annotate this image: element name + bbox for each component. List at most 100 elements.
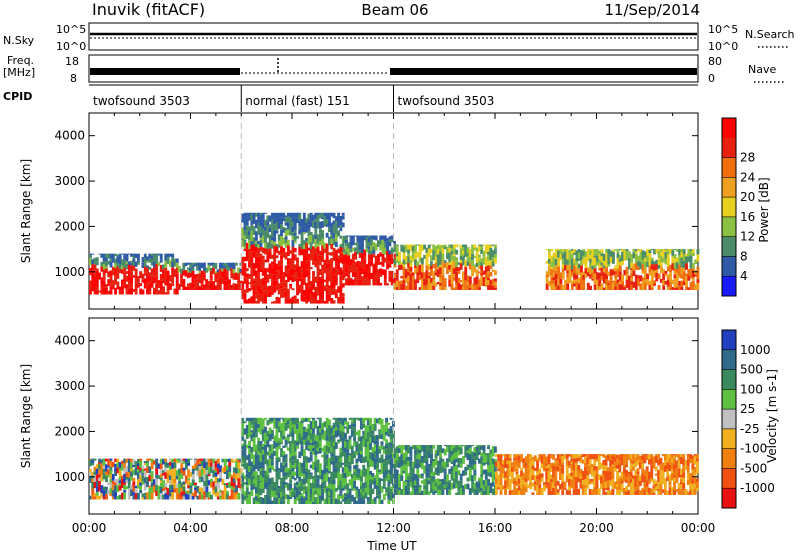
scatter-cell bbox=[110, 290, 113, 295]
colorbar-swatch bbox=[722, 217, 736, 237]
scatter-cell bbox=[342, 297, 345, 304]
scatter-cell bbox=[381, 441, 384, 445]
scatter-cell bbox=[441, 272, 444, 275]
scatter-cell bbox=[210, 278, 213, 280]
scatter-cell bbox=[376, 454, 379, 457]
scatter-cell bbox=[271, 293, 274, 295]
scatter-cell bbox=[135, 488, 138, 493]
scatter-cell bbox=[287, 240, 290, 243]
scatter-cell bbox=[362, 499, 365, 504]
scatter-cell bbox=[487, 445, 490, 447]
scatter-cell bbox=[598, 456, 601, 462]
scatter-cell bbox=[319, 463, 322, 467]
scatter-cell bbox=[494, 285, 497, 287]
scatter-cell bbox=[244, 421, 247, 423]
scatter-cell bbox=[312, 271, 315, 277]
scatter-cell bbox=[421, 269, 424, 272]
scatter-cell bbox=[214, 263, 217, 269]
scatter-cell bbox=[446, 474, 449, 481]
scatter-cell bbox=[692, 249, 695, 253]
scatter-cell bbox=[119, 255, 122, 259]
scatter-cell bbox=[103, 276, 106, 281]
scatter-cell bbox=[280, 442, 283, 444]
scatter-cell bbox=[595, 484, 598, 489]
scatter-cell bbox=[586, 487, 589, 489]
scatter-cell bbox=[264, 301, 267, 303]
scatter-cell bbox=[289, 497, 292, 499]
scatter-cell bbox=[483, 445, 486, 450]
scatter-cell bbox=[376, 440, 379, 444]
scatter-cell bbox=[419, 255, 422, 258]
scatter-cell bbox=[478, 255, 481, 258]
colorbar-swatch bbox=[722, 177, 736, 197]
scatter-cell bbox=[96, 284, 99, 287]
scatter-cell bbox=[273, 237, 276, 242]
scatter-cell bbox=[262, 489, 265, 493]
scatter-cell bbox=[384, 278, 387, 280]
scatter-cell bbox=[665, 271, 668, 274]
scatter-cell bbox=[455, 250, 458, 255]
scatter-cell bbox=[110, 467, 113, 470]
scatter-cell bbox=[192, 474, 195, 479]
scatter-cell bbox=[171, 254, 174, 258]
scatter-cell bbox=[421, 476, 424, 478]
scatter-cell bbox=[355, 463, 358, 465]
scatter-cell bbox=[342, 243, 345, 248]
colorbar-tick-label: 28 bbox=[740, 151, 755, 165]
nsearch-tick-bottom: 10^0 bbox=[708, 40, 738, 53]
scatter-cell bbox=[276, 231, 279, 233]
scatter-cell bbox=[441, 254, 444, 261]
scatter-cell bbox=[132, 478, 135, 482]
scatter-cell bbox=[494, 245, 497, 249]
colorbar-swatch bbox=[722, 237, 736, 257]
freq-band-left bbox=[90, 68, 240, 75]
scatter-cell bbox=[160, 464, 163, 469]
scatter-cell bbox=[210, 495, 213, 500]
scatter-cell bbox=[135, 269, 138, 275]
scatter-cell bbox=[584, 488, 587, 495]
scatter-cell bbox=[494, 282, 497, 286]
scatter-cell bbox=[516, 472, 519, 474]
scatter-cell bbox=[287, 295, 290, 299]
scatter-cell bbox=[487, 447, 490, 449]
scatter-cell bbox=[696, 273, 699, 279]
scatter-cell bbox=[641, 464, 644, 469]
scatter-cell bbox=[280, 260, 283, 266]
scatter-cell bbox=[582, 280, 585, 286]
scatter-cell bbox=[621, 484, 624, 487]
scatter-cell bbox=[494, 446, 497, 452]
scatter-cell bbox=[368, 266, 371, 273]
scatter-cell bbox=[205, 487, 208, 493]
scatter-cell bbox=[430, 448, 433, 454]
nsky-tick-top: 10^5 bbox=[56, 23, 86, 36]
scatter-cell bbox=[664, 483, 667, 490]
scatter-cell bbox=[144, 254, 147, 255]
scatter-cell bbox=[460, 481, 463, 485]
scatter-cell bbox=[246, 223, 249, 225]
scatter-cell bbox=[342, 213, 345, 215]
scatter-cell bbox=[635, 251, 638, 253]
scatter-cell bbox=[282, 248, 285, 253]
colorbar-swatch bbox=[722, 138, 736, 158]
scatter-cell bbox=[478, 287, 481, 290]
scatter-cell bbox=[187, 463, 190, 466]
scatter-cell bbox=[473, 476, 476, 481]
nave-tick-bottom: 0 bbox=[708, 72, 715, 85]
scatter-cell bbox=[264, 213, 267, 214]
scatter-cell bbox=[339, 228, 342, 231]
scatter-cell bbox=[557, 489, 560, 492]
scatter-cell bbox=[462, 460, 465, 464]
scatter-cell bbox=[363, 261, 366, 263]
nsky-label: N.Sky bbox=[3, 34, 35, 47]
scatter-cell bbox=[621, 274, 624, 280]
scatter-cell bbox=[480, 246, 483, 249]
scatter-cell bbox=[208, 474, 211, 476]
scatter-cell bbox=[294, 233, 297, 236]
scatter-cell bbox=[562, 272, 565, 279]
scatter-cell bbox=[307, 271, 310, 275]
scatter-cell bbox=[110, 470, 113, 474]
scatter-cell bbox=[680, 287, 683, 290]
scatter-cell bbox=[480, 266, 483, 271]
scatter-cell bbox=[381, 490, 384, 493]
scatter-cell bbox=[91, 254, 94, 255]
